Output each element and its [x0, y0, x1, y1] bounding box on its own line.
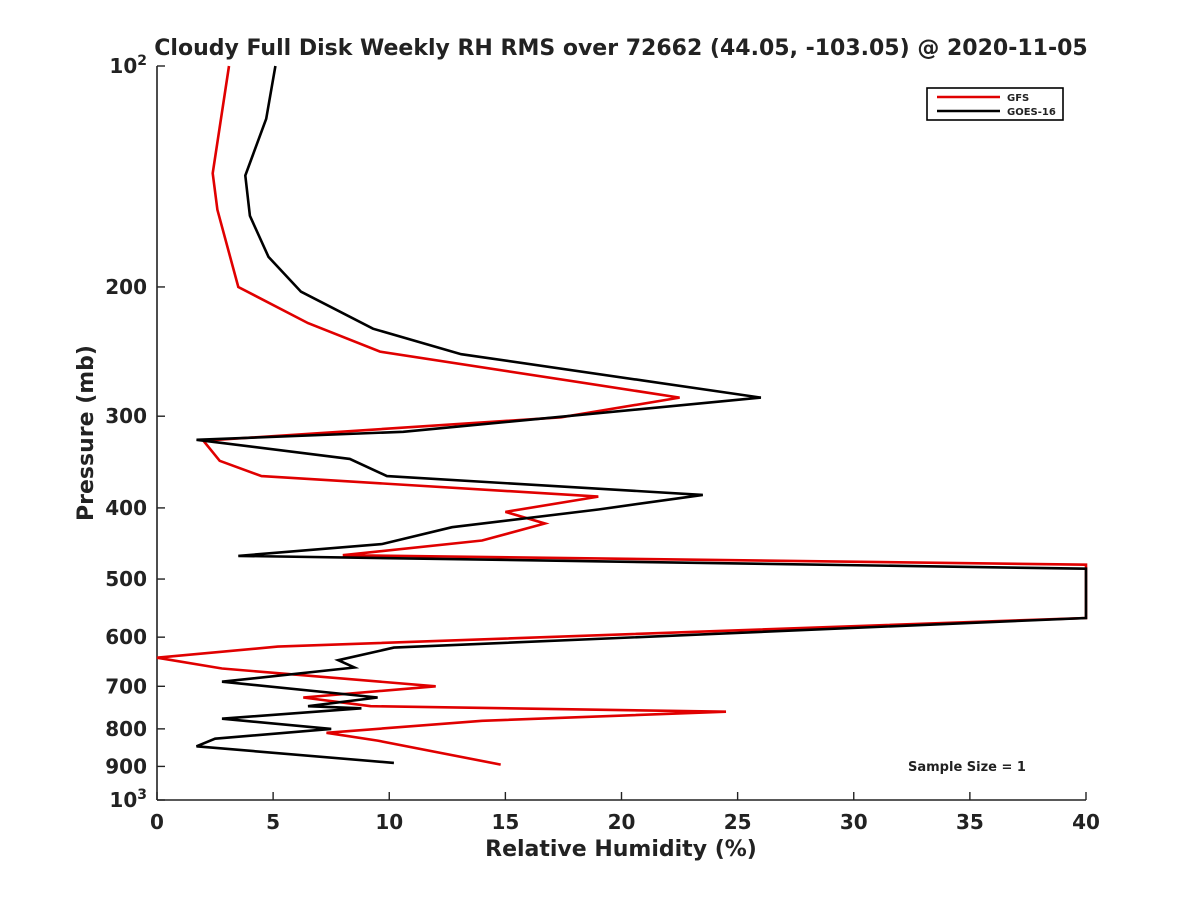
chart-title: Cloudy Full Disk Weekly RH RMS over 7266… — [154, 36, 1087, 61]
x-tick-label: 35 — [956, 810, 984, 834]
legend-label-goes-16: GOES-16 — [1007, 107, 1056, 118]
y-tick-label: 500 — [105, 567, 147, 591]
x-tick-label: 0 — [150, 810, 164, 834]
series-line-goes-16 — [196, 65, 1088, 765]
x-tick-label: 25 — [724, 810, 752, 834]
x-tick-label: 30 — [840, 810, 868, 834]
x-tick-label: 40 — [1072, 810, 1100, 834]
y-tick-label: 102 — [109, 53, 147, 78]
y-axis-label: Pressure (mb) — [74, 345, 99, 521]
y-tick-label: 900 — [105, 754, 147, 778]
x-tick-label: 10 — [375, 810, 403, 834]
y-tick-label: 103 — [109, 787, 147, 812]
legend-label-gfs: GFS — [1007, 93, 1029, 104]
x-tick-label: 15 — [491, 810, 519, 834]
y-tick-label: 800 — [105, 717, 147, 741]
legend: GFS GOES-16 — [926, 87, 1064, 121]
x-axis-label: Relative Humidity (%) — [485, 837, 757, 862]
y-tick-label: 200 — [105, 275, 147, 299]
axes: 0 5 10 15 20 25 30 35 40 102 200 300 400 500 600 700 800… — [105, 53, 1100, 834]
y-tick-label: 600 — [105, 625, 147, 649]
y-tick-label: 700 — [105, 674, 147, 698]
sample-size-annotation: Sample Size = 1 — [908, 760, 1026, 775]
y-tick-label: 300 — [105, 404, 147, 428]
x-tick-label: 20 — [608, 810, 636, 834]
legend-box — [926, 87, 1064, 121]
series-lines — [156, 65, 1088, 766]
x-tick-label: 5 — [266, 810, 280, 834]
series-line-gfs — [156, 65, 1088, 766]
y-tick-label: 400 — [105, 496, 147, 520]
